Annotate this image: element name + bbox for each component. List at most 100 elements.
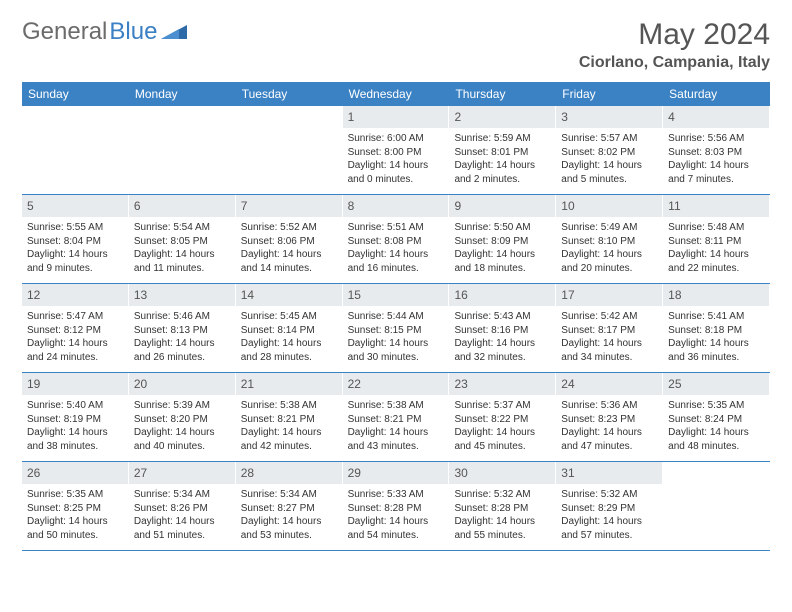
day-number: 24: [556, 373, 662, 395]
sunset-text: Sunset: 8:08 PM: [348, 235, 444, 249]
day-cell: 14Sunrise: 5:45 AMSunset: 8:14 PMDayligh…: [236, 284, 343, 372]
sunset-text: Sunset: 8:02 PM: [561, 146, 657, 160]
sunrise-text: Sunrise: 5:34 AM: [134, 488, 230, 502]
daylight-text: Daylight: 14 hours and 54 minutes.: [348, 515, 444, 542]
daylight-text: Daylight: 14 hours and 43 minutes.: [348, 426, 444, 453]
day-number: 2: [449, 106, 555, 128]
dow-friday: Friday: [556, 82, 663, 106]
day-cell: 7Sunrise: 5:52 AMSunset: 8:06 PMDaylight…: [236, 195, 343, 283]
sunset-text: Sunset: 8:26 PM: [134, 502, 230, 516]
day-number: 25: [663, 373, 769, 395]
day-number: 21: [236, 373, 342, 395]
sunset-text: Sunset: 8:22 PM: [454, 413, 550, 427]
sunset-text: Sunset: 8:21 PM: [348, 413, 444, 427]
dow-saturday: Saturday: [663, 82, 770, 106]
day-number: 6: [129, 195, 235, 217]
header: GeneralBlue May 2024 Ciorlano, Campania,…: [22, 18, 770, 72]
day-number: 30: [449, 462, 555, 484]
day-body: Sunrise: 5:51 AMSunset: 8:08 PMDaylight:…: [343, 217, 449, 281]
sunrise-text: Sunrise: 5:51 AM: [348, 221, 444, 235]
sunset-text: Sunset: 8:12 PM: [27, 324, 123, 338]
sunrise-text: Sunrise: 5:41 AM: [668, 310, 764, 324]
sunrise-text: Sunrise: 6:00 AM: [348, 132, 444, 146]
sunrise-text: Sunrise: 5:52 AM: [241, 221, 337, 235]
day-cell: 23Sunrise: 5:37 AMSunset: 8:22 PMDayligh…: [449, 373, 556, 461]
day-cell: 21Sunrise: 5:38 AMSunset: 8:21 PMDayligh…: [236, 373, 343, 461]
sunset-text: Sunset: 8:29 PM: [561, 502, 657, 516]
week-row: 19Sunrise: 5:40 AMSunset: 8:19 PMDayligh…: [22, 373, 770, 462]
day-cell: 18 Sunrise: 5:41 AMSunset: 8:18 PMDayligh…: [663, 284, 770, 372]
daylight-text: Daylight: 14 hours and 47 minutes.: [561, 426, 657, 453]
daylight-text: Daylight: 14 hours and 7 minutes.: [668, 159, 764, 186]
logo-text-gray: General: [22, 18, 107, 46]
day-body: [663, 484, 769, 494]
day-cell: 12Sunrise: 5:47 AMSunset: 8:12 PMDayligh…: [22, 284, 129, 372]
day-number: 20: [129, 373, 235, 395]
day-number: 18: [663, 284, 769, 306]
day-cell: 19Sunrise: 5:40 AMSunset: 8:19 PMDayligh…: [22, 373, 129, 461]
day-number: 14: [236, 284, 342, 306]
daylight-text: Daylight: 14 hours and 26 minutes.: [134, 337, 230, 364]
sunset-text: Sunset: 8:00 PM: [348, 146, 444, 160]
day-cell: 6Sunrise: 5:54 AMSunset: 8:05 PMDaylight…: [129, 195, 236, 283]
daylight-text: Daylight: 14 hours and 24 minutes.: [27, 337, 123, 364]
month-title: May 2024: [579, 18, 770, 52]
title-block: May 2024 Ciorlano, Campania, Italy: [579, 18, 770, 72]
day-body: Sunrise: 5:54 AMSunset: 8:05 PMDaylight:…: [129, 217, 235, 281]
daylight-text: Daylight: 14 hours and 42 minutes.: [241, 426, 337, 453]
sunrise-text: Sunrise: 5:33 AM: [348, 488, 444, 502]
day-cell: [236, 106, 343, 194]
daylight-text: Daylight: 14 hours and 30 minutes.: [348, 337, 444, 364]
day-cell: 30Sunrise: 5:32 AMSunset: 8:28 PMDayligh…: [449, 462, 556, 550]
day-number: 5: [22, 195, 128, 217]
day-number: 23: [449, 373, 555, 395]
logo-triangle-icon: [161, 18, 187, 46]
sunset-text: Sunset: 8:18 PM: [668, 324, 764, 338]
day-body: Sunrise: 5:55 AMSunset: 8:04 PMDaylight:…: [22, 217, 128, 281]
sunset-text: Sunset: 8:11 PM: [668, 235, 764, 249]
daylight-text: Daylight: 14 hours and 28 minutes.: [241, 337, 337, 364]
sunrise-text: Sunrise: 5:40 AM: [27, 399, 123, 413]
day-number: 29: [343, 462, 449, 484]
sunrise-text: Sunrise: 5:44 AM: [348, 310, 444, 324]
day-body: Sunrise: 5:44 AMSunset: 8:15 PMDaylight:…: [343, 306, 449, 370]
dow-monday: Monday: [129, 82, 236, 106]
day-body: Sunrise: 5:42 AMSunset: 8:17 PMDaylight:…: [556, 306, 662, 370]
day-number: 9: [449, 195, 555, 217]
sunset-text: Sunset: 8:01 PM: [454, 146, 550, 160]
daylight-text: Daylight: 14 hours and 53 minutes.: [241, 515, 337, 542]
day-number: 3: [556, 106, 662, 128]
sunrise-text: Sunrise: 5:54 AM: [134, 221, 230, 235]
day-body: Sunrise: 5:59 AMSunset: 8:01 PMDaylight:…: [449, 128, 555, 192]
day-body: Sunrise: 5:32 AMSunset: 8:28 PMDaylight:…: [449, 484, 555, 548]
sunset-text: Sunset: 8:16 PM: [454, 324, 550, 338]
day-body: Sunrise: 5:50 AMSunset: 8:09 PMDaylight:…: [449, 217, 555, 281]
sunset-text: Sunset: 8:17 PM: [561, 324, 657, 338]
sunrise-text: Sunrise: 5:37 AM: [454, 399, 550, 413]
day-cell: 10Sunrise: 5:49 AMSunset: 8:10 PMDayligh…: [556, 195, 663, 283]
day-body: Sunrise: 5:39 AMSunset: 8:20 PMDaylight:…: [129, 395, 235, 459]
day-cell: 22Sunrise: 5:38 AMSunset: 8:21 PMDayligh…: [343, 373, 450, 461]
day-number: 1: [343, 106, 449, 128]
day-number: 27: [129, 462, 235, 484]
sunrise-text: Sunrise: 5:32 AM: [454, 488, 550, 502]
sunrise-text: Sunrise: 5:39 AM: [134, 399, 230, 413]
sunrise-text: Sunrise: 5:50 AM: [454, 221, 550, 235]
day-cell: 8Sunrise: 5:51 AMSunset: 8:08 PMDaylight…: [343, 195, 450, 283]
week-row: 26Sunrise: 5:35 AMSunset: 8:25 PMDayligh…: [22, 462, 770, 551]
sunrise-text: Sunrise: 5:34 AM: [241, 488, 337, 502]
dow-wednesday: Wednesday: [343, 82, 450, 106]
daylight-text: Daylight: 14 hours and 16 minutes.: [348, 248, 444, 275]
sunset-text: Sunset: 8:21 PM: [241, 413, 337, 427]
sunrise-text: Sunrise: 5:47 AM: [27, 310, 123, 324]
day-body: Sunrise: 5:52 AMSunset: 8:06 PMDaylight:…: [236, 217, 342, 281]
day-body: [22, 128, 128, 138]
day-body: Sunrise: 5:56 AMSunset: 8:03 PMDaylight:…: [663, 128, 769, 192]
dow-sunday: Sunday: [22, 82, 129, 106]
sunset-text: Sunset: 8:09 PM: [454, 235, 550, 249]
day-body: Sunrise: 5:32 AMSunset: 8:29 PMDaylight:…: [556, 484, 662, 548]
day-cell: 13Sunrise: 5:46 AMSunset: 8:13 PMDayligh…: [129, 284, 236, 372]
day-cell: 11Sunrise: 5:48 AMSunset: 8:11 PMDayligh…: [663, 195, 770, 283]
daylight-text: Daylight: 14 hours and 36 minutes.: [668, 337, 764, 364]
day-body: Sunrise: 5:45 AMSunset: 8:14 PMDaylight:…: [236, 306, 342, 370]
